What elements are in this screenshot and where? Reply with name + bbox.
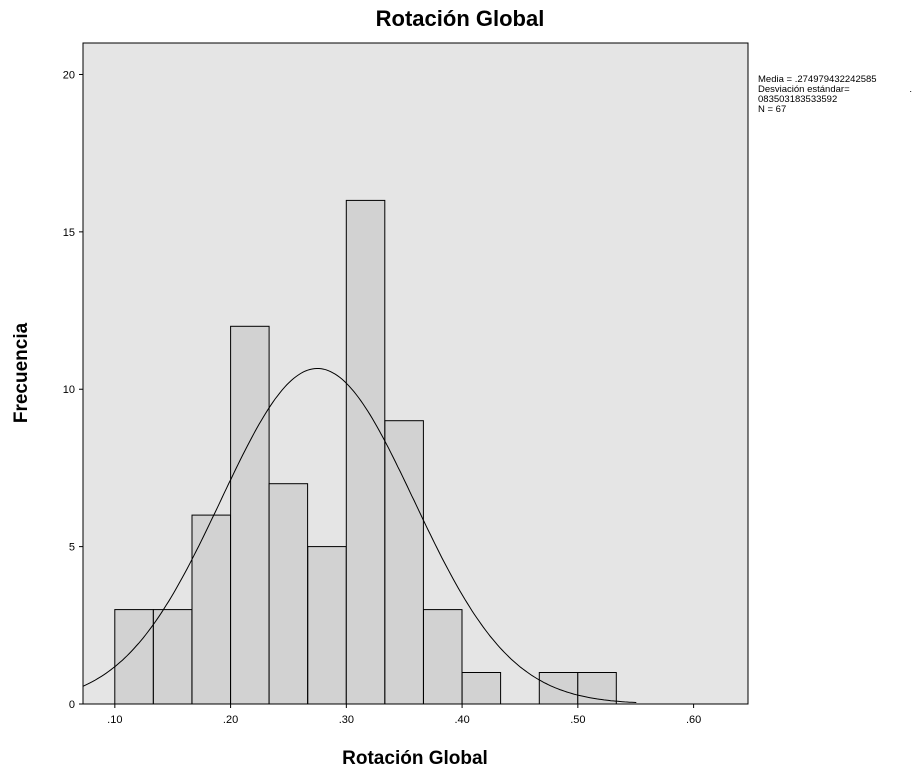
stats-sd-value: 083503183533592 xyxy=(758,94,837,105)
chart-title: Rotación Global xyxy=(376,6,545,31)
histogram-bar xyxy=(384,420,424,705)
stats-mean: Media = .274979432242585 xyxy=(758,74,877,85)
x-axis-label: Rotación Global xyxy=(342,748,488,769)
histogram-bar xyxy=(152,609,193,705)
histogram-bar xyxy=(114,609,154,705)
histogram-bar xyxy=(191,514,231,705)
x-tick-label: .50 xyxy=(570,714,585,726)
stats-sd-dot: . xyxy=(909,84,912,95)
normal-curve xyxy=(82,368,637,703)
stats-n: N = 67 xyxy=(758,104,786,115)
histogram-bar xyxy=(307,546,347,705)
x-tick-label: .60 xyxy=(686,714,701,726)
histogram-bar xyxy=(461,672,502,705)
histogram-bar xyxy=(538,672,579,705)
x-tick-label: .30 xyxy=(339,714,354,726)
y-tick-label: 10 xyxy=(63,384,75,396)
histogram-bar xyxy=(423,609,463,705)
y-axis-ticks: 0 5 10 15 20 xyxy=(63,69,83,711)
stats-box: Media = .274979432242585 Desviación está… xyxy=(758,74,912,115)
y-tick-label: 20 xyxy=(63,69,75,81)
x-tick-label: .20 xyxy=(223,714,238,726)
histogram-bar xyxy=(345,199,386,705)
y-axis-label: Frecuencia xyxy=(11,322,32,423)
stats-sd-label: Desviación estándar= xyxy=(758,84,850,95)
histogram-bars xyxy=(114,199,617,705)
y-tick-label: 5 xyxy=(69,542,75,554)
x-tick-label: .40 xyxy=(454,714,469,726)
x-tick-label: .10 xyxy=(107,714,122,726)
histogram-bar xyxy=(268,483,309,705)
y-tick-label: 0 xyxy=(69,699,75,711)
histogram-bar xyxy=(230,325,270,705)
x-axis-ticks: .10 .20 .30 .40 .50 .60 xyxy=(107,704,701,726)
y-tick-label: 15 xyxy=(63,227,75,239)
